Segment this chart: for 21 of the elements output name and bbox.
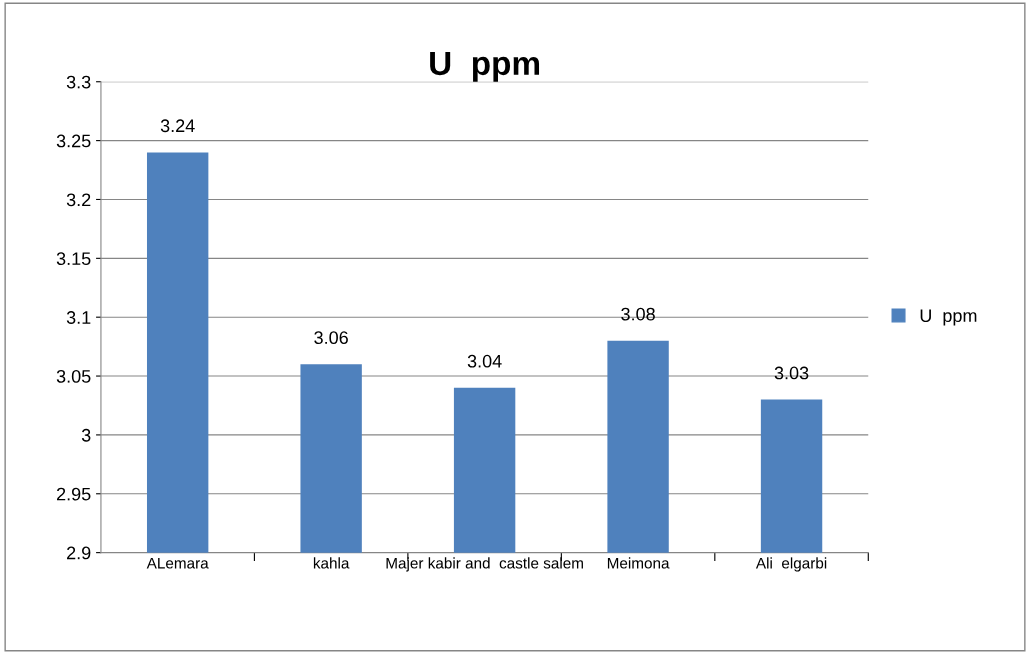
y-tick-label: 2.9 (67, 546, 91, 560)
legend-label: U ppm (920, 309, 977, 326)
y-tick-label: 2.95 (56, 487, 91, 501)
x-tick-label: Ali elgarbi (755, 557, 827, 572)
y-tick-label: 3.15 (56, 252, 91, 266)
y-tick-label: 3 (81, 428, 91, 442)
data-label: 3.24 (160, 119, 195, 133)
chart-title: U ppm (430, 51, 540, 82)
x-tick-label: ALemara (146, 557, 209, 569)
y-tick-label: 3.25 (56, 134, 91, 148)
x-tick-label: kahla (313, 557, 350, 569)
data-label: 3.04 (467, 354, 502, 368)
data-label: 3.06 (314, 331, 348, 345)
y-tick-label: 3.1 (66, 311, 91, 324)
y-tick-label: 3.3 (66, 75, 91, 89)
data-label: 3.03 (774, 366, 809, 380)
x-tick-label: Majer kabir and castle salem (386, 557, 583, 572)
y-tick-label: 3.05 (56, 369, 91, 383)
x-tick-label: Meimona (607, 557, 670, 569)
data-label: 3.08 (621, 307, 655, 321)
y-tick-label: 3.2 (66, 193, 91, 207)
